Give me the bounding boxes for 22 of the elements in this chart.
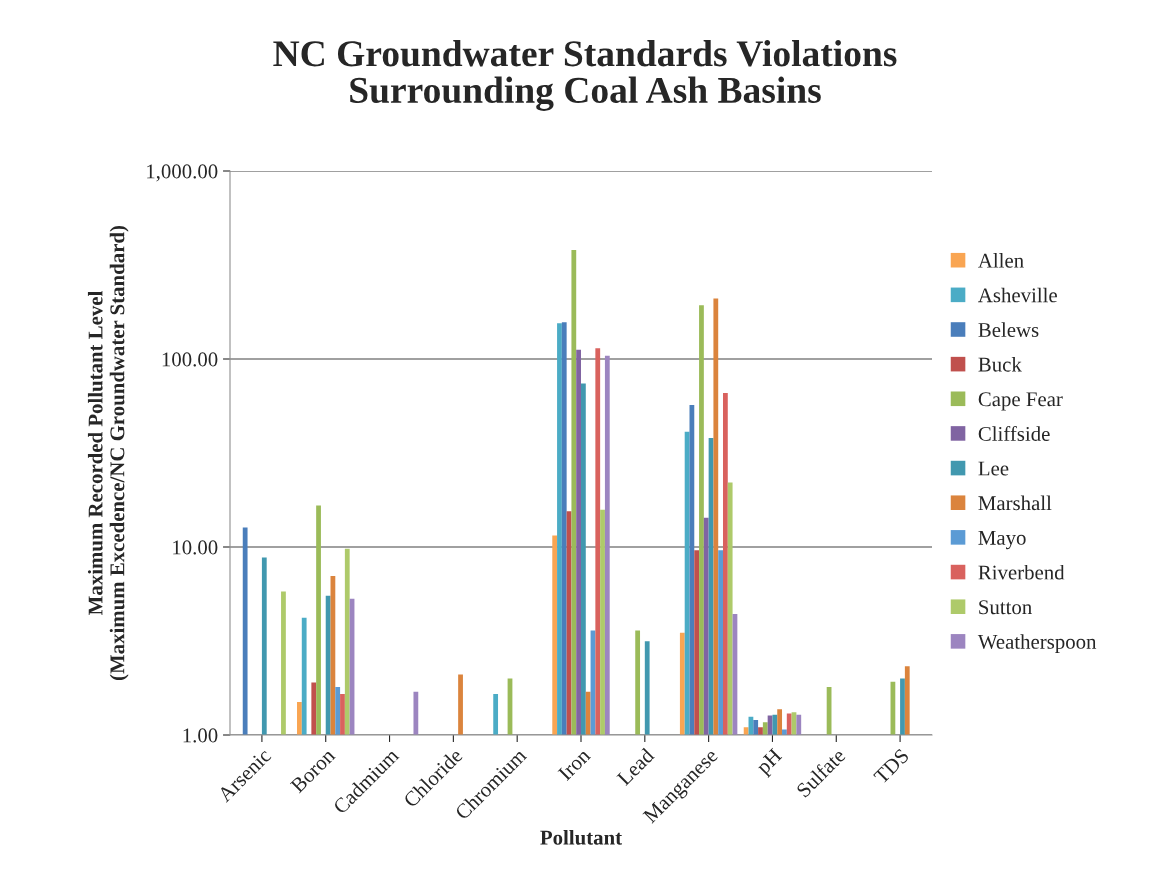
x-tick-label: Iron	[557, 747, 592, 782]
y-tick-label: 1,000.00	[147, 164, 218, 182]
legend-label: Asheville	[978, 287, 1057, 303]
x-axis-title: Pollutant	[540, 830, 622, 845]
y-tick-label: 100.00	[162, 352, 218, 367]
legend-label: Cliffside	[978, 426, 1050, 441]
legend-label: Weatherspoon	[977, 634, 1097, 654]
legend-label: Riverbend	[978, 564, 1065, 580]
legend-label: Allen	[978, 253, 1024, 268]
legend-label: Lee	[978, 461, 1009, 476]
y-tick-label: 1.00	[183, 728, 218, 743]
legend-label: Sutton	[979, 600, 1032, 615]
x-tick-label: pH	[755, 747, 786, 778]
legend-label: Marshall	[978, 495, 1052, 511]
y-tick-label: 10.00	[173, 540, 218, 555]
legend-label: Buck	[978, 356, 1022, 372]
x-tick-label: TDS	[873, 748, 910, 785]
y-axis-title: Maximum Recorded Pollutant Level (Maximum Excedence/NC Groundwater Standard)	[87, 226, 129, 680]
legend-label: Mayo	[978, 531, 1026, 550]
legend-label: Belews	[978, 322, 1039, 337]
chart-title: NC Groundwater Standards Violations Surrounding Coal Ash Basins	[273, 40, 897, 111]
legend-label: Cape Fear	[978, 392, 1063, 411]
